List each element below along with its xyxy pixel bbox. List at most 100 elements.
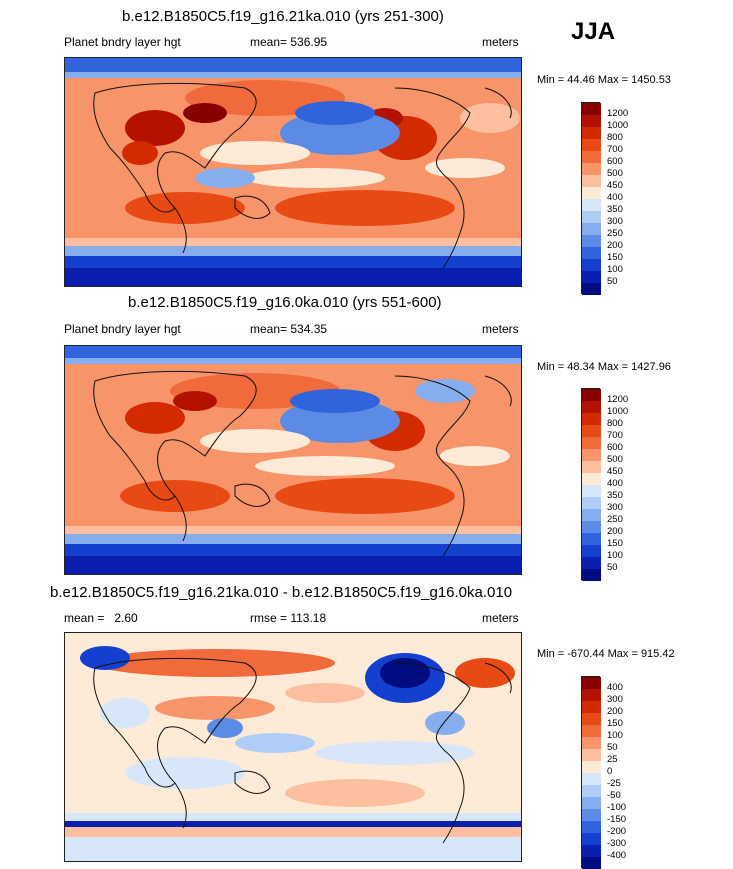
colorbar-swatch — [582, 115, 601, 127]
panel-3-title: b.e12.B1850C5.f19_g16.21ka.010 - b.e12.B… — [50, 584, 513, 601]
colorbar-tick-label: 250 — [607, 514, 623, 525]
colorbar-tick-label: 150 — [607, 252, 623, 263]
panel-3-map-field — [65, 633, 521, 861]
panel-1-mean-label: mean= 536.95 — [250, 35, 328, 49]
colorbar-swatch — [582, 833, 601, 845]
panel-1-variable-label: Planet bndry layer hgt — [64, 35, 181, 49]
colorbar-swatch — [582, 199, 601, 211]
colorbar-swatch — [582, 473, 601, 485]
colorbar-tick-label: 450 — [607, 180, 623, 191]
colorbar-swatch — [582, 809, 601, 821]
colorbar-swatch — [582, 737, 601, 749]
colorbar-swatch — [582, 521, 601, 533]
colorbar-tick-label: 1200 — [607, 394, 629, 405]
colorbar-box — [581, 388, 601, 581]
colorbar-tick-label: 100 — [607, 730, 623, 741]
colorbar-tick-label: -400 — [607, 850, 627, 861]
colorbar-swatch — [582, 761, 601, 773]
colorbar-tick-label: 25 — [607, 754, 618, 765]
panel-3-map — [64, 632, 522, 862]
colorbar-tick-label: 600 — [607, 442, 623, 453]
colorbar-swatch — [582, 437, 601, 449]
season-label: JJA — [571, 18, 616, 45]
panel-1-map-field — [65, 58, 521, 286]
colorbar-swatch — [582, 187, 601, 199]
colorbar-swatch — [582, 271, 601, 283]
colorbar-swatch — [582, 449, 601, 461]
colorbar-tick-label: 800 — [607, 132, 623, 143]
colorbar-tick-label: 200 — [607, 526, 623, 537]
panel-1-map — [64, 57, 522, 287]
panel-2-map — [64, 345, 522, 575]
colorbar-tick-label: 1000 — [607, 120, 629, 131]
colorbar-swatch — [582, 235, 601, 247]
colorbar-tick-label: 300 — [607, 216, 623, 227]
colorbar-swatch — [582, 401, 601, 413]
colorbar-tick-label: 400 — [607, 478, 623, 489]
colorbar-tick-label: 400 — [607, 192, 623, 203]
colorbar-swatch — [582, 773, 601, 785]
panel-2-map-field — [65, 346, 521, 574]
colorbar-tick-label: -25 — [607, 778, 621, 789]
colorbar-tick-label: 100 — [607, 264, 623, 275]
colorbar-tick-label: -50 — [607, 790, 621, 801]
colorbar-swatch — [582, 785, 601, 797]
colorbar-swatch — [582, 497, 601, 509]
colorbar-tick-label: 50 — [607, 562, 618, 573]
colorbar-tick-label: 600 — [607, 156, 623, 167]
colorbar-tick-label: 150 — [607, 538, 623, 549]
colorbar-tick-label: -300 — [607, 838, 627, 849]
colorbar-swatch — [582, 677, 601, 689]
colorbar-swatch — [582, 283, 601, 295]
panel-1-units-label: meters — [482, 35, 519, 49]
panel-3-units-label: meters — [482, 611, 519, 625]
colorbar-swatch — [582, 151, 601, 163]
colorbar-swatch — [582, 713, 601, 725]
colorbar-swatch — [582, 103, 601, 115]
colorbar-swatch — [582, 413, 601, 425]
colorbar-swatch — [582, 569, 601, 581]
colorbar-swatch — [582, 211, 601, 223]
colorbar-tick-label: 0 — [607, 766, 613, 777]
colorbar-swatch — [582, 485, 601, 497]
colorbar-tick-label: 1200 — [607, 108, 629, 119]
colorbar-swatch — [582, 845, 601, 857]
colorbar-tick-label: 400 — [607, 682, 623, 693]
colorbar-box — [581, 102, 601, 295]
colorbar-swatch — [582, 725, 601, 737]
colorbar-swatch — [582, 223, 601, 235]
colorbar-swatch — [582, 163, 601, 175]
colorbar-swatch — [582, 857, 601, 869]
panel-3-mean-label: mean = 2.60 — [64, 611, 138, 625]
colorbar-swatch — [582, 557, 601, 569]
colorbar-tick-label: 800 — [607, 418, 623, 429]
colorbar-swatch — [582, 461, 601, 473]
colorbar-tick-label: 1000 — [607, 406, 629, 417]
colorbar-tick-label: 300 — [607, 694, 623, 705]
colorbar-swatch — [582, 689, 601, 701]
colorbar-swatch — [582, 545, 601, 557]
colorbar-tick-label: 700 — [607, 430, 623, 441]
colorbar-tick-label: 250 — [607, 228, 623, 239]
colorbar-swatch — [582, 175, 601, 187]
colorbar-swatch — [582, 701, 601, 713]
panel-2-minmax: Min = 48.34 Max = 1427.96 — [537, 361, 671, 373]
colorbar-swatch — [582, 259, 601, 271]
colorbar-tick-label: 500 — [607, 454, 623, 465]
panel-2-variable-label: Planet bndry layer hgt — [64, 322, 181, 336]
colorbar-swatch — [582, 389, 601, 401]
colorbar-tick-label: 50 — [607, 276, 618, 287]
colorbar-tick-label: -100 — [607, 802, 627, 813]
colorbar-swatch — [582, 821, 601, 833]
panel-1-title: b.e12.B1850C5.f19_g16.21ka.010 (yrs 251-… — [122, 8, 444, 25]
colorbar-tick-label: 100 — [607, 550, 623, 561]
colorbar-swatch — [582, 533, 601, 545]
colorbar-tick-label: 350 — [607, 204, 623, 215]
panel-1-minmax: Min = 44.46 Max = 1450.53 — [537, 74, 671, 86]
colorbar-swatch — [582, 247, 601, 259]
colorbar-swatch — [582, 127, 601, 139]
colorbar-tick-label: 150 — [607, 718, 623, 729]
colorbar-tick-label: 200 — [607, 706, 623, 717]
colorbar-tick-label: 500 — [607, 168, 623, 179]
panel-3-minmax: Min = -670.44 Max = 915.42 — [537, 648, 675, 660]
